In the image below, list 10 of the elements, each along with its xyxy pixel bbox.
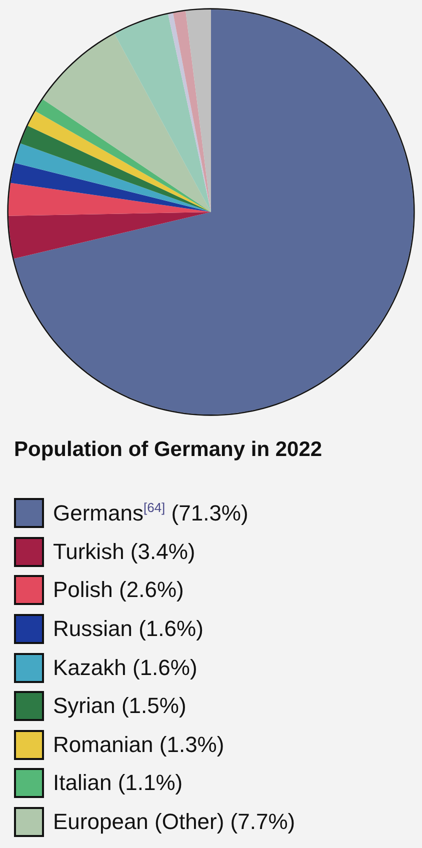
legend-label: Russian (1.6%): [53, 616, 204, 642]
legend-label: European (Other) (7.7%): [53, 809, 296, 836]
legend-label: Italian (1.1%): [53, 770, 183, 796]
legend-label: Germans$^{[64]}$ (71.3%): [53, 500, 248, 526]
legend-label: Kazakh (1.6%): [53, 654, 198, 681]
legend-label: Romanian (1.3%): [53, 732, 224, 758]
legend-label: Syrian (1.5%): [53, 693, 186, 720]
legend-label: Turkish (3.4%): [53, 538, 196, 565]
text: Population of Germany in 2022: [14, 438, 322, 462]
legend-label: Polish (2.6%): [53, 577, 184, 604]
